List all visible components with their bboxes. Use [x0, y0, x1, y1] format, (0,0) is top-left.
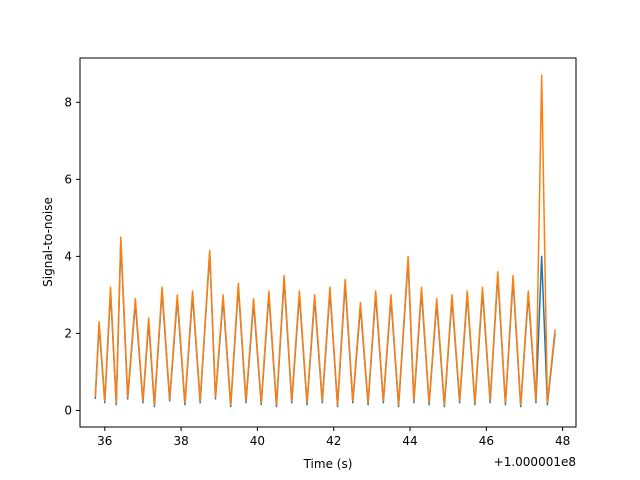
series-layer	[94, 74, 556, 408]
y-tick-label: 0	[64, 403, 72, 417]
x-tick-label: 48	[555, 434, 570, 448]
x-tick-label: 40	[250, 434, 265, 448]
x-axis-label: Time (s)	[303, 457, 353, 471]
series-line-2	[94, 74, 556, 406]
x-tick-label: 44	[402, 434, 417, 448]
y-axis: 0 2 4 6 8	[64, 95, 80, 417]
x-axis: 36 38 40 42 44 46 48	[97, 427, 570, 448]
y-tick-label: 6	[64, 172, 72, 186]
x-axis-offset-label: +1.000001e8	[494, 455, 576, 469]
x-tick-label: 46	[479, 434, 494, 448]
x-tick-label: 38	[173, 434, 188, 448]
y-tick-label: 2	[64, 326, 72, 340]
x-tick-label: 42	[326, 434, 341, 448]
y-tick-label: 8	[64, 95, 72, 109]
plot-area-frame	[79, 57, 577, 428]
x-tick-label: 36	[97, 434, 112, 448]
y-axis-label: Signal-to-noise	[41, 197, 55, 287]
y-tick-label: 4	[64, 249, 72, 263]
